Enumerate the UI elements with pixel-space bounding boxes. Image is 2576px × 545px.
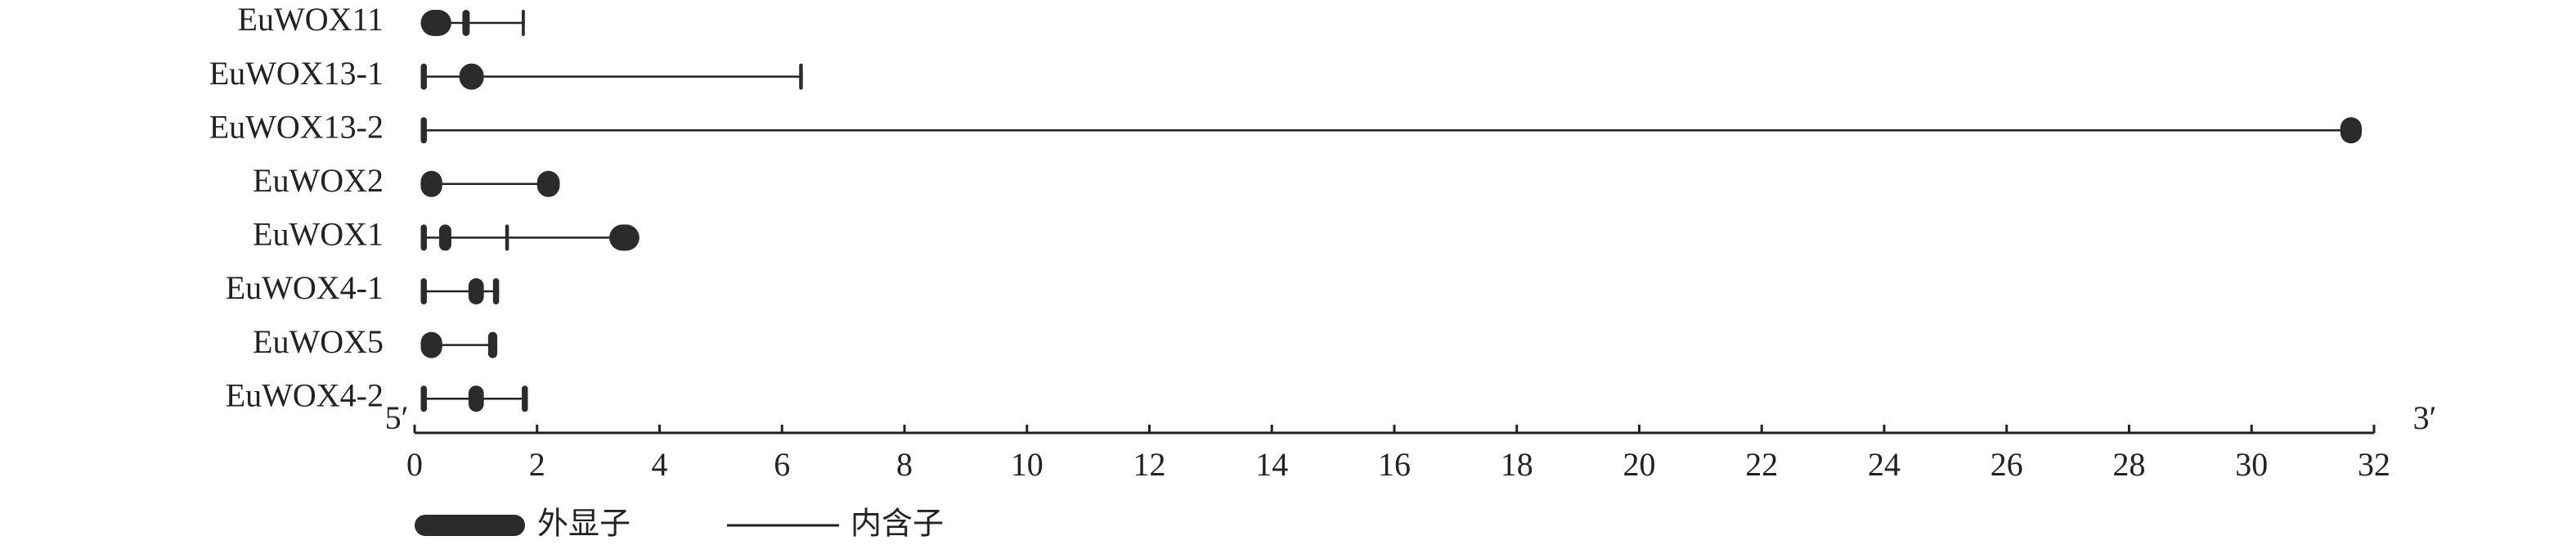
gene-label: EuWOX4-1 — [226, 269, 384, 306]
exon — [522, 385, 528, 412]
x-tick-label: 30 — [2235, 446, 2268, 483]
exon — [522, 10, 525, 36]
x-tick-label: 10 — [1011, 446, 1043, 483]
exon — [492, 278, 500, 304]
x-tick-label: 12 — [1133, 446, 1166, 483]
exon — [420, 385, 427, 412]
gene-label: EuWOX1 — [253, 216, 384, 253]
exon — [420, 170, 442, 197]
x-tick-label: 0 — [406, 446, 423, 483]
x-tick-label: 2 — [529, 446, 545, 483]
exon — [468, 385, 484, 412]
five-prime-label: 5′ — [385, 399, 409, 436]
exon — [438, 224, 451, 251]
x-tick-label: 18 — [1501, 446, 1533, 483]
x-tick-label: 20 — [1623, 446, 1656, 483]
exon — [420, 117, 427, 144]
exon — [459, 63, 484, 90]
exon — [420, 63, 427, 90]
exon — [505, 224, 509, 251]
gene-label: EuWOX13-1 — [209, 55, 384, 92]
x-tick-label: 26 — [1990, 446, 2023, 483]
exon — [609, 224, 640, 251]
gene-label: EuWOX4-2 — [226, 376, 384, 413]
x-tick-label: 22 — [1745, 446, 1778, 483]
exon — [468, 278, 484, 304]
x-tick-label: 32 — [2358, 446, 2390, 483]
x-tick-label: 28 — [2113, 446, 2146, 483]
legend-exon-swatch — [415, 515, 525, 536]
gene-label: EuWOX5 — [253, 323, 384, 360]
x-tick-label: 8 — [896, 446, 913, 483]
x-tick-label: 4 — [652, 446, 668, 483]
legend-intron-label: 内含子 — [850, 506, 944, 542]
exon — [420, 10, 451, 36]
exon — [487, 331, 498, 358]
x-tick-label: 24 — [1868, 446, 1901, 483]
three-prime-label: 3′ — [2413, 399, 2437, 436]
x-tick-label: 14 — [1255, 446, 1288, 483]
gene-label: EuWOX2 — [253, 162, 384, 199]
legend-exon-label: 外显子 — [537, 506, 631, 542]
gene-label: EuWOX13-2 — [209, 108, 384, 145]
exon — [462, 10, 470, 36]
x-tick-label: 6 — [774, 446, 790, 483]
exon — [420, 224, 427, 251]
exon — [536, 170, 560, 197]
gene-label: EuWOX11 — [238, 1, 384, 38]
exon — [420, 278, 427, 304]
exon — [799, 63, 803, 90]
exon — [420, 331, 442, 358]
exon — [2340, 117, 2363, 144]
x-tick-label: 16 — [1378, 446, 1411, 483]
